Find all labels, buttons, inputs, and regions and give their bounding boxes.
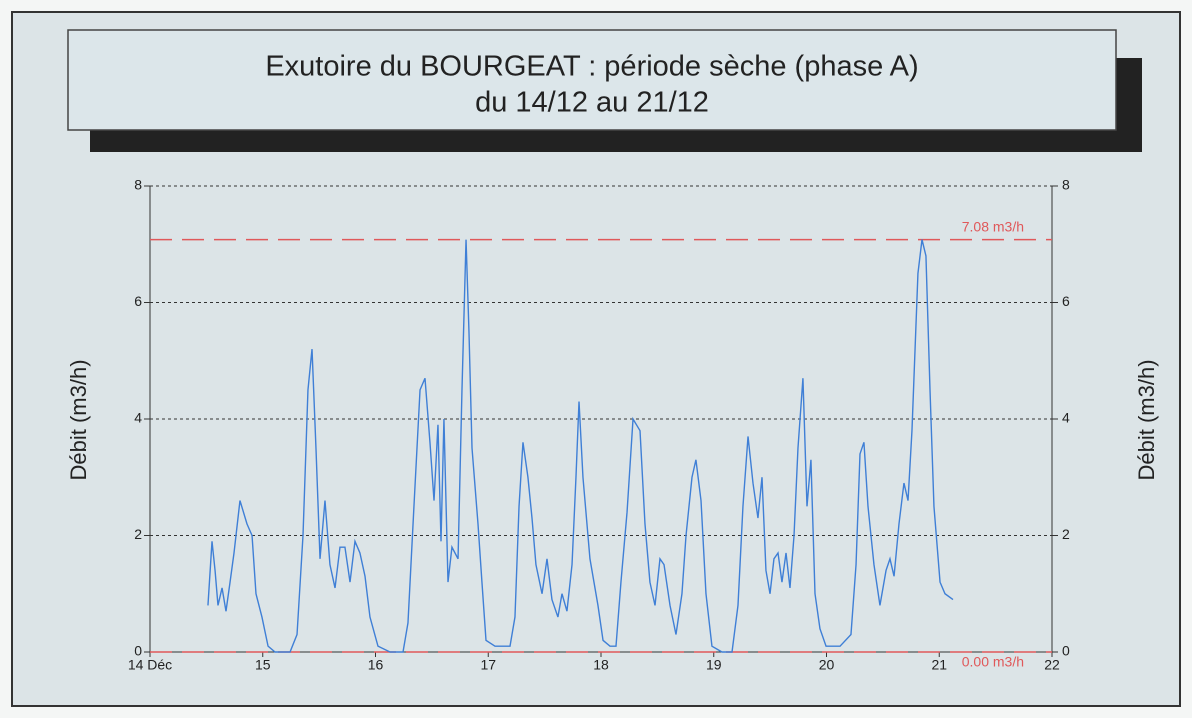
x-tick-label: 22 (1044, 657, 1060, 673)
x-tick-label: 14 Déc (128, 657, 172, 673)
y-axis-label: Débit (m3/h) (66, 359, 91, 480)
title-box (67, 29, 1117, 131)
reference-label: 0.00 m3/h (962, 654, 1024, 670)
y2-axis-label: Débit (m3/h) (1134, 359, 1159, 480)
x-tick-label: 19 (706, 657, 722, 673)
y-tick-label: 4 (134, 410, 142, 426)
x-tick-label: 18 (593, 657, 609, 673)
data-line (207, 239, 954, 653)
y2-tick-label: 8 (1062, 177, 1070, 193)
x-tick-label: 15 (255, 657, 271, 673)
y-tick-label: 0 (134, 643, 142, 659)
reference-label: 7.08 m3/h (962, 218, 1024, 234)
y-tick-label: 8 (134, 177, 142, 193)
y2-tick-label: 0 (1062, 643, 1070, 659)
chart-title: Exutoire du BOURGEAT : période sèche (ph… (265, 51, 918, 83)
y2-tick-label: 2 (1062, 526, 1070, 542)
y-tick-label: 6 (134, 293, 142, 309)
y-tick-label: 2 (134, 526, 142, 542)
x-tick-label: 16 (368, 657, 384, 673)
x-tick-label: 17 (480, 657, 496, 673)
chart-subtitle: du 14/12 au 21/12 (475, 87, 709, 119)
y2-tick-label: 4 (1062, 410, 1070, 426)
y2-tick-label: 6 (1062, 293, 1070, 309)
x-tick-label: 20 (819, 657, 835, 673)
x-tick-label: 21 (931, 657, 947, 673)
